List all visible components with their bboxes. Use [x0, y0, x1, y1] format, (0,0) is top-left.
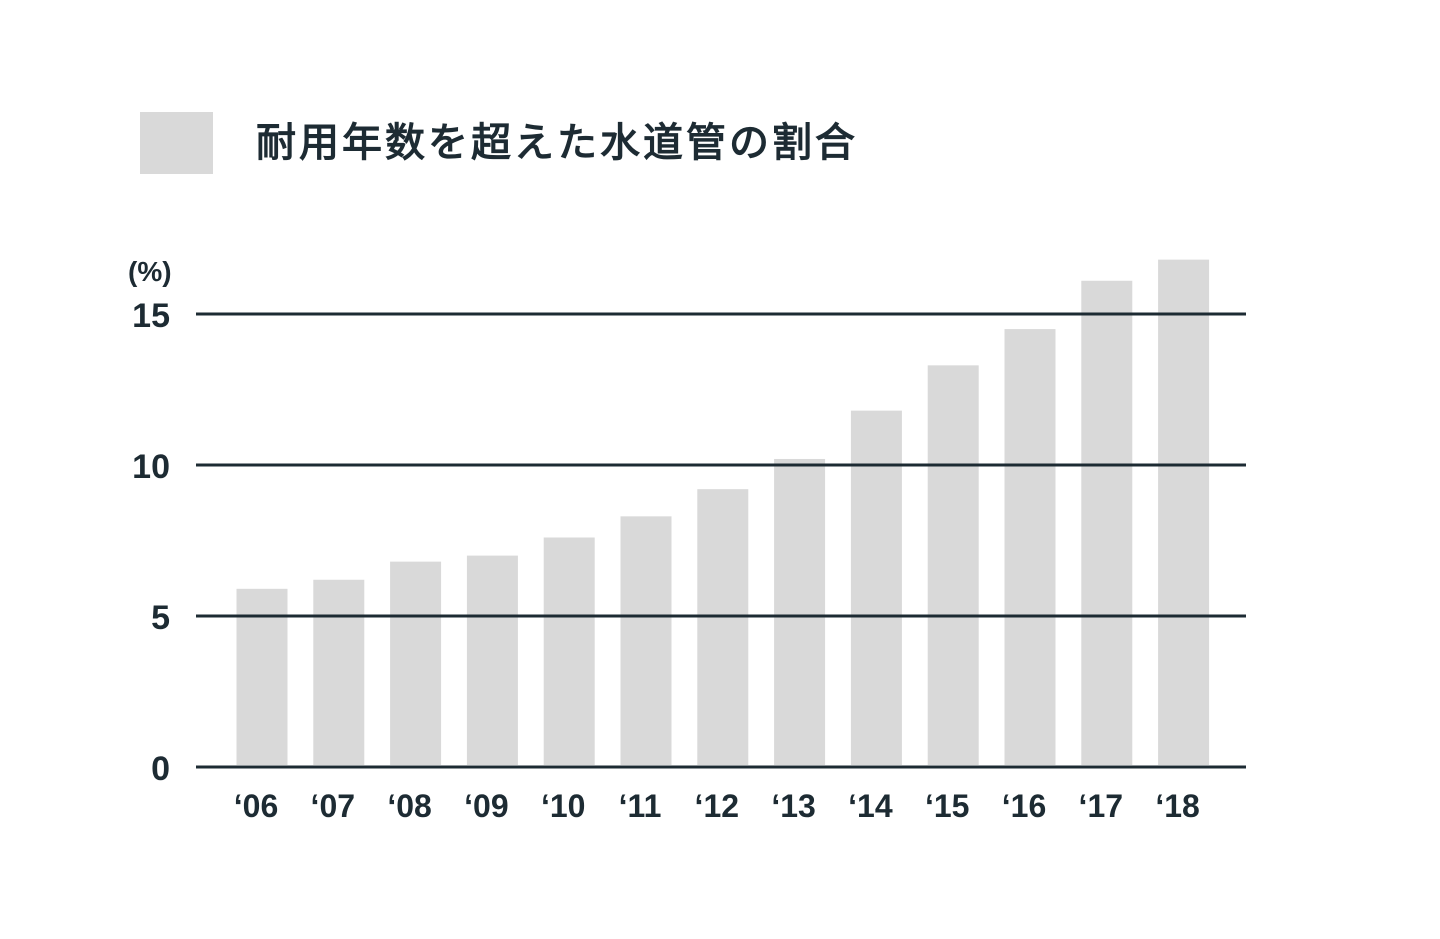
bar [1004, 329, 1056, 765]
x-tick-label: ‘16 [1002, 788, 1046, 824]
bar [236, 588, 288, 765]
bar [1081, 280, 1133, 765]
y-unit-label: (%) [128, 256, 172, 287]
x-tick-label: ‘06 [234, 788, 278, 824]
y-tick-label: 0 [151, 750, 170, 788]
x-tick-label: ‘10 [541, 788, 585, 824]
x-tick-label: ‘17 [1079, 788, 1123, 824]
bar [927, 365, 979, 765]
x-tick-label: ‘11 [619, 788, 662, 824]
bar [774, 458, 826, 765]
x-tick-label: ‘13 [771, 788, 815, 824]
x-tick-label: ‘15 [925, 788, 969, 824]
bar [313, 579, 365, 765]
y-tick-label: 5 [151, 599, 170, 637]
bar [850, 410, 902, 765]
y-tick-label: 10 [132, 448, 170, 486]
x-tick-label: ‘12 [695, 788, 739, 824]
bar [697, 489, 749, 765]
bar [1158, 259, 1210, 765]
x-tick-label: ‘14 [848, 788, 893, 824]
y-tick-label: 15 [132, 297, 170, 335]
x-tick-label: ‘07 [311, 788, 355, 824]
bar [620, 516, 672, 765]
bar [466, 555, 518, 765]
bar [390, 561, 442, 765]
x-tick-label: ‘08 [387, 788, 431, 824]
x-tick-label: ‘09 [464, 788, 508, 824]
legend-swatch [140, 112, 213, 174]
legend-label: 耐用年数を超えた水道管の割合 [256, 120, 858, 166]
bar [543, 537, 595, 765]
x-tick-label: ‘18 [1155, 788, 1199, 824]
